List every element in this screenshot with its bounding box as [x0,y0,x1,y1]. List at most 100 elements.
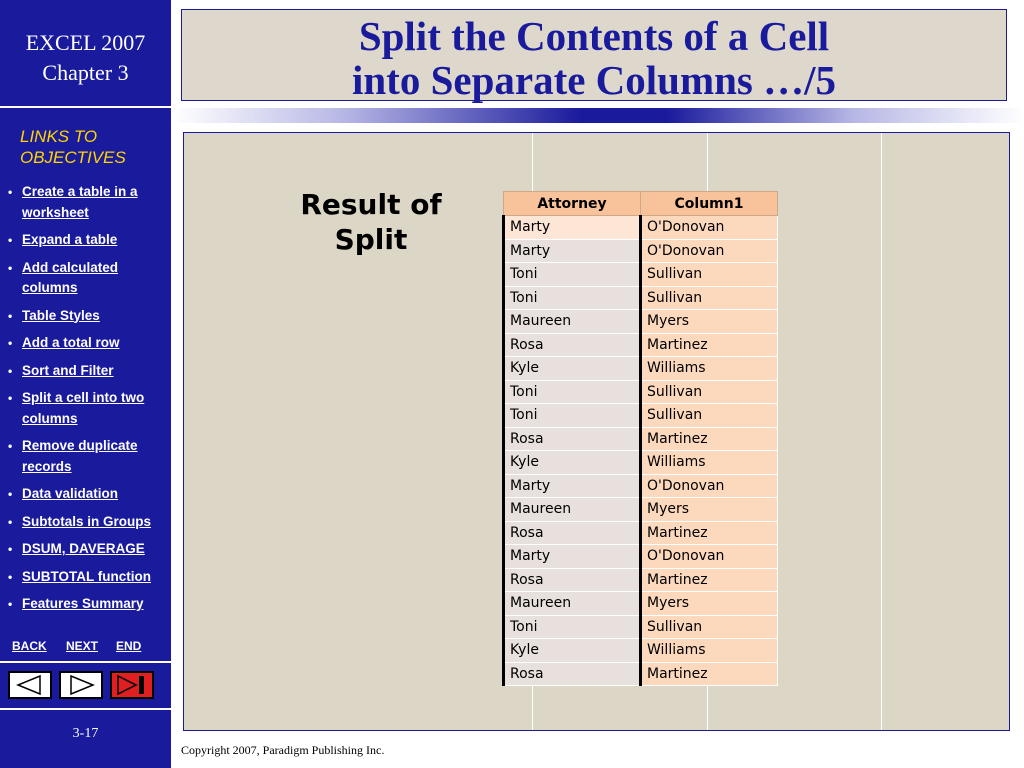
attorney-cell[interactable]: Toni [502,380,642,404]
table-row: Toni Sullivan [502,286,778,310]
attorney-cell[interactable]: Rosa [502,568,642,592]
attorney-cell[interactable]: Kyle [502,356,642,381]
table-row: Marty O'Donovan [502,239,778,263]
brand-title: EXCEL 2007 [25,30,146,55]
back-button[interactable] [8,671,52,699]
objective-item: • Table Styles [8,306,168,327]
column1-cell[interactable]: Martinez [640,521,778,545]
brand: EXCEL 2007 Chapter 3 [0,28,171,88]
objective-link[interactable]: Add a total row [22,335,120,350]
objective-link[interactable]: Subtotals in Groups [22,513,152,529]
brand-chapter: Chapter 3 [42,60,129,85]
column1-cell[interactable]: Sullivan [640,262,778,287]
objective-link[interactable]: Features Summary [22,596,144,611]
column1-cell[interactable]: Sullivan [640,286,778,310]
back-link[interactable]: BACK [12,639,47,653]
attorney-cell[interactable]: Marty [502,474,642,498]
attorney-cell[interactable]: Toni [502,262,642,287]
end-button[interactable] [110,671,154,699]
objective-item: • Data validation [8,484,168,505]
attorney-cell[interactable]: Maureen [502,591,642,616]
attorney-cell[interactable]: Toni [502,615,642,639]
column1-cell[interactable]: O'Donovan [640,215,778,240]
content-panel: Result of Split Attorney Column1 Marty O'… [183,132,1010,731]
page-title: Split the Contents of a Cell into Separa… [182,14,1006,102]
links-heading-line1: LINKS TO [20,127,98,146]
column1-cell[interactable]: O'Donovan [640,239,778,263]
column1-cell[interactable]: Martinez [640,662,778,686]
attorney-cell[interactable]: Maureen [502,309,642,334]
table-row: Kyle Williams [502,450,778,475]
bullet: • [8,487,13,501]
next-link[interactable]: NEXT [66,639,99,653]
attorney-cell[interactable]: Rosa [502,521,642,545]
table-header-row: Attorney Column1 [503,191,778,216]
objective-link[interactable]: Data validation [22,486,119,501]
attorney-cell[interactable]: Toni [502,403,642,428]
attorney-cell[interactable]: Marty [502,544,642,569]
next-button[interactable] [59,671,103,699]
links-heading-line2: OBJECTIVES [20,148,126,167]
table-row: Maureen Myers [502,309,778,334]
objective-link[interactable]: Split a cell into two columns [22,390,145,426]
caption-line2: Split [334,223,408,256]
column-header-attorney[interactable]: Attorney [503,191,641,216]
column1-cell[interactable]: Martinez [640,568,778,592]
objective-link[interactable]: Table Styles [22,307,100,323]
objective-link[interactable]: Create a table in a worksheet [22,184,138,220]
column1-cell[interactable]: O'Donovan [640,474,778,498]
attorney-cell[interactable]: Kyle [502,450,642,475]
column1-cell[interactable]: O'Donovan [640,544,778,569]
column1-cell[interactable]: Myers [640,497,778,522]
objective-item: • Features Summary [8,594,168,615]
table-row: Toni Sullivan [502,380,778,404]
objective-item: • DSUM, DAVERAGE [8,539,168,560]
bullet: • [8,363,13,378]
attorney-cell[interactable]: Rosa [502,333,642,357]
objective-item: • Create a table in a worksheet [8,182,168,223]
bullet: • [8,233,13,247]
attorney-cell[interactable]: Maureen [502,497,642,522]
table-row: Maureen Myers [502,591,778,616]
table-row: Rosa Martinez [502,521,778,545]
objective-link[interactable]: SUBTOTAL function [22,568,151,584]
table-row: Marty O'Donovan [502,215,778,240]
attorney-cell[interactable]: Marty [502,239,642,263]
attorney-cell[interactable]: Marty [502,215,642,240]
attorney-cell[interactable]: Rosa [502,662,642,686]
column1-cell[interactable]: Martinez [640,333,778,357]
objective-link[interactable]: DSUM, DAVERAGE [22,541,145,556]
column1-cell[interactable]: Sullivan [640,380,778,404]
objective-item: • Add calculated columns [8,258,168,299]
attorney-cell[interactable]: Rosa [502,427,642,451]
attorney-cell[interactable]: Kyle [502,638,642,663]
bullet: • [8,597,13,611]
objective-link[interactable]: Expand a table [22,232,118,247]
table-row: Kyle Williams [502,356,778,381]
column-header-column1[interactable]: Column1 [640,191,778,216]
column1-cell[interactable]: Martinez [640,427,778,451]
objective-link[interactable]: Add calculated columns [22,259,119,296]
column1-cell[interactable]: Myers [640,309,778,334]
bullet: • [8,391,13,405]
column1-cell[interactable]: Sullivan [640,403,778,428]
column1-cell[interactable]: Myers [640,591,778,616]
attorney-cell[interactable]: Toni [502,286,642,310]
column1-cell[interactable]: Sullivan [640,615,778,639]
left-triangle-icon [16,674,41,696]
table-row: Kyle Williams [502,638,778,663]
objective-item: • Remove duplicate records [8,436,168,477]
right-triangle-icon [70,674,95,696]
title-gradient-bar [173,108,1024,123]
nav-divider-top [0,661,171,663]
page-number: 3-17 [72,726,99,741]
objective-item: • Expand a table [8,230,168,251]
end-link[interactable]: END [116,639,142,653]
column1-cell[interactable]: Williams [640,356,778,381]
objective-link[interactable]: Sort and Filter [22,362,114,378]
column1-cell[interactable]: Williams [640,638,778,663]
column1-cell[interactable]: Williams [640,450,778,475]
title-box: Split the Contents of a Cell into Separa… [181,9,1007,102]
table-row: Marty O'Donovan [502,544,778,569]
objective-link[interactable]: Remove duplicate records [22,438,138,474]
